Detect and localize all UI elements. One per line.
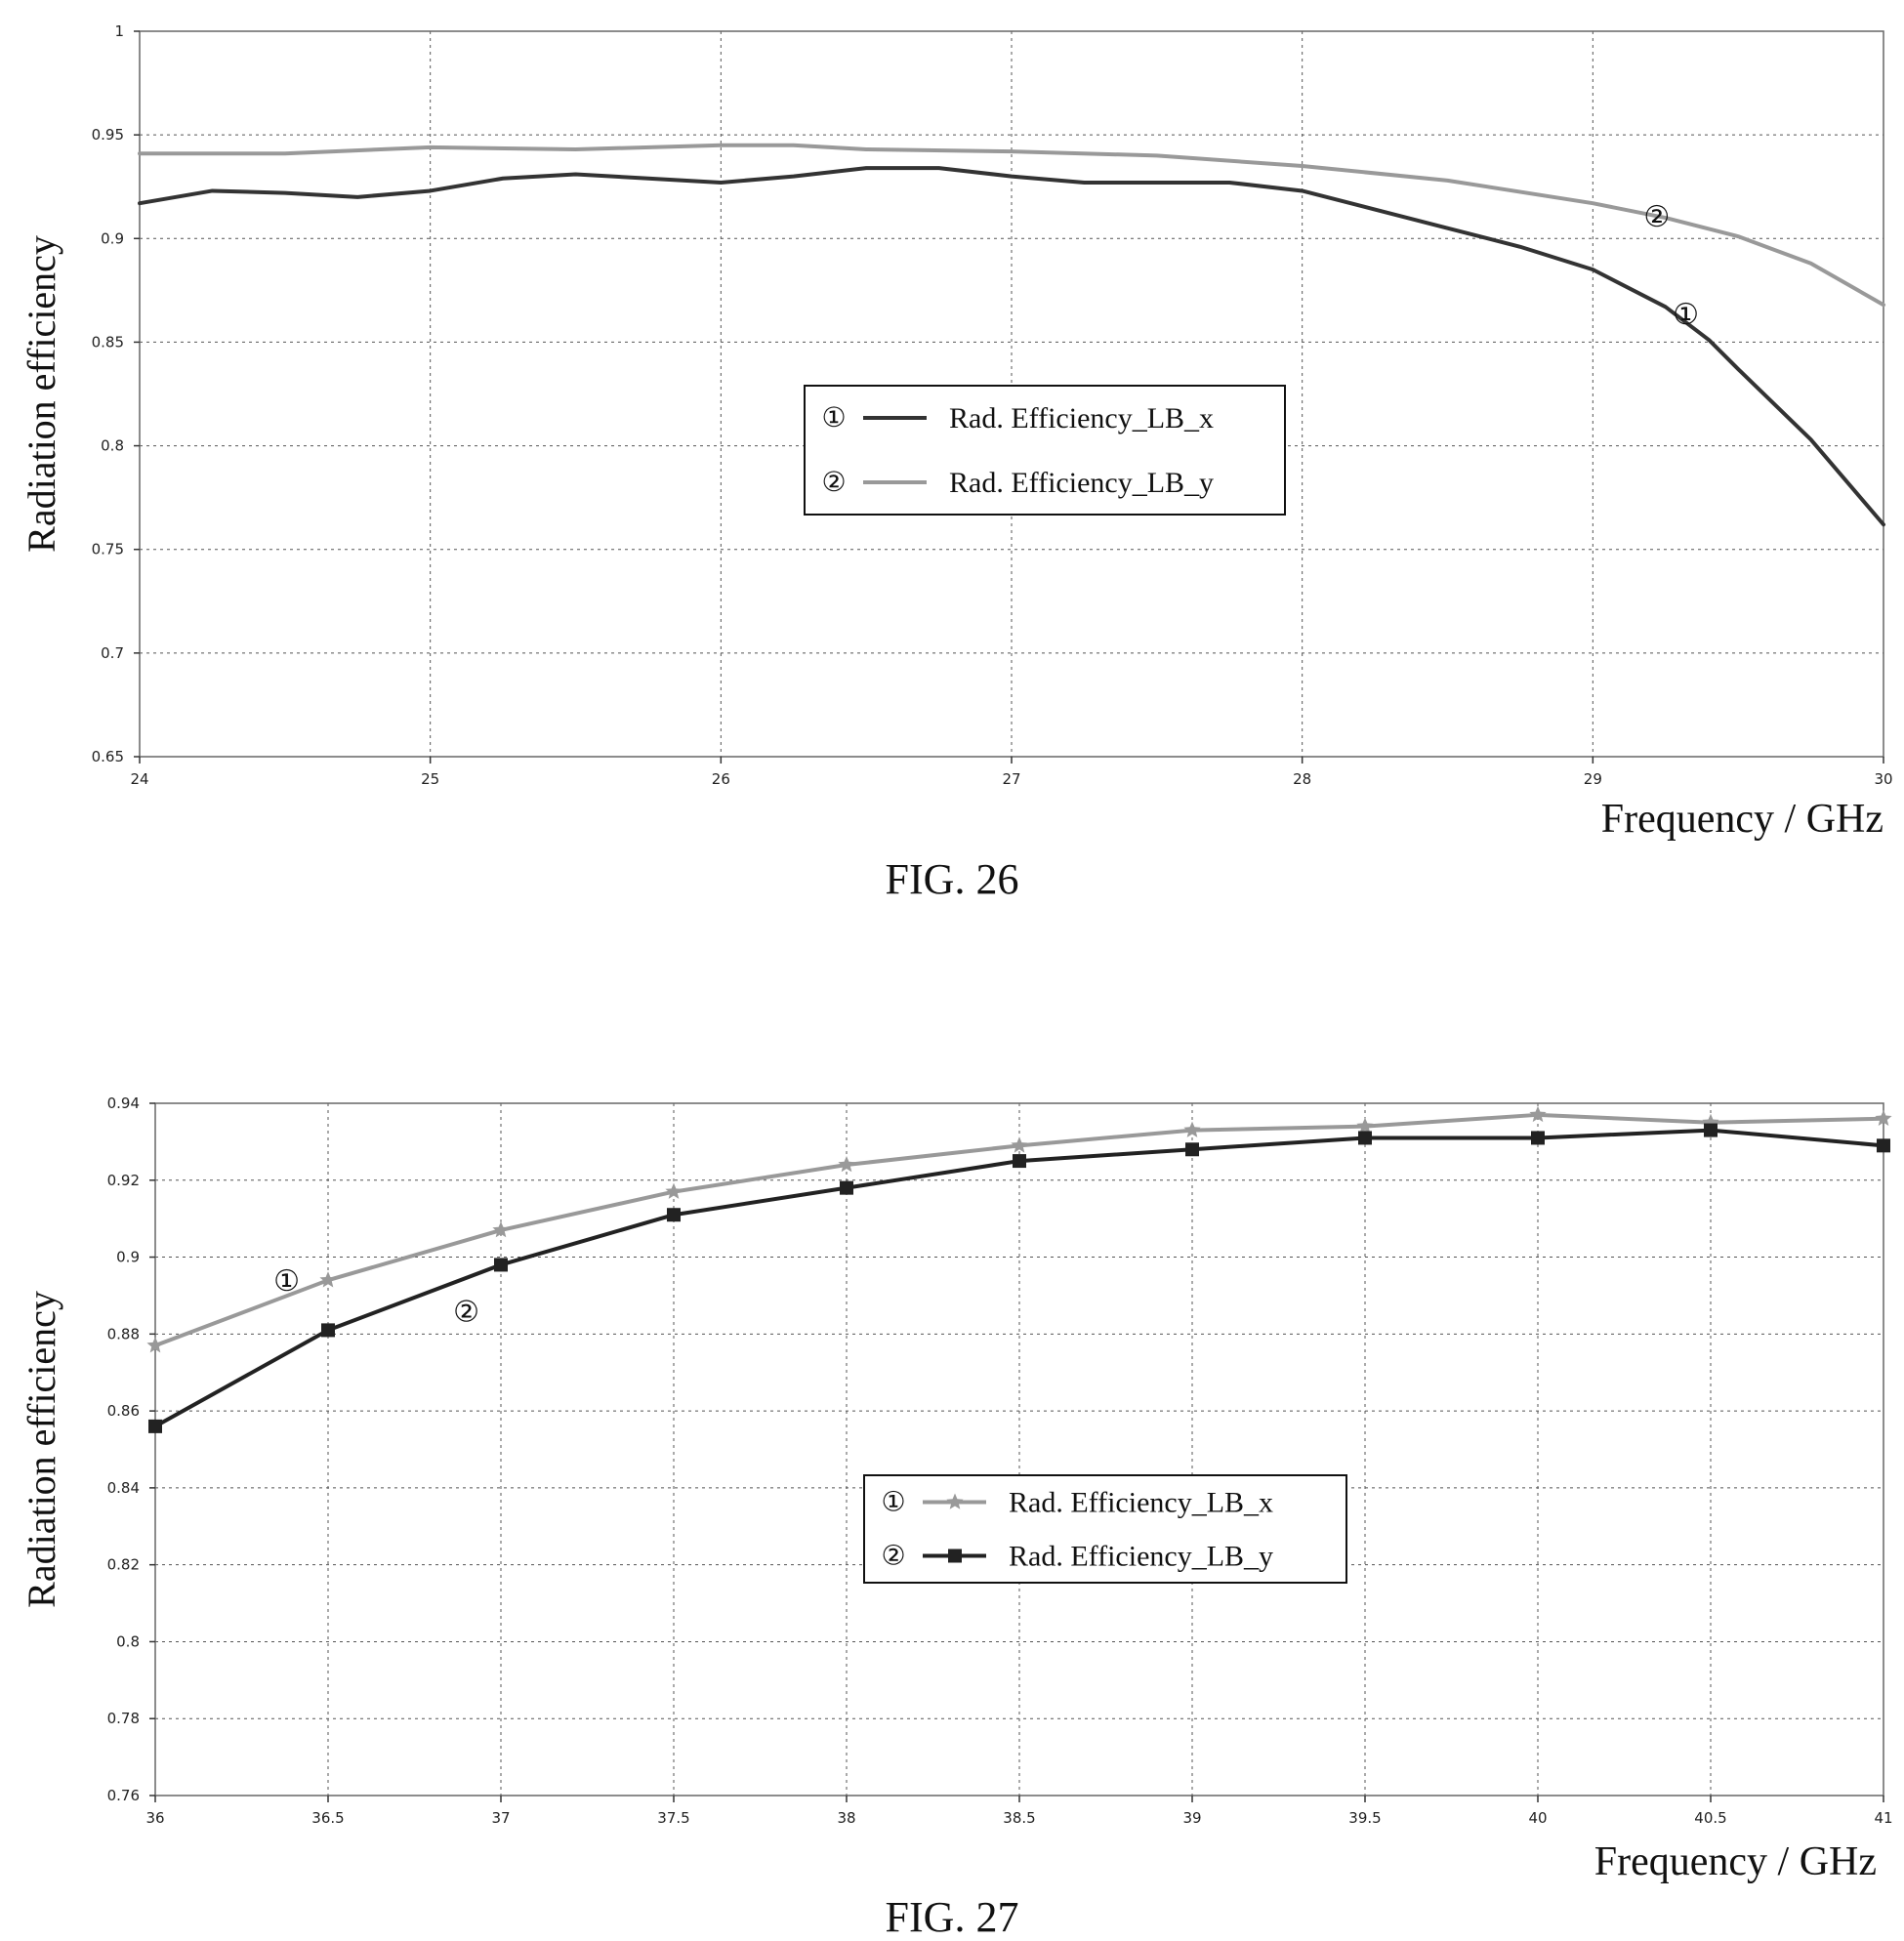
- x-tick-label: 30: [1874, 770, 1892, 788]
- legend: ① Rad. Efficiency_LB_x ② Rad. Efficiency_LB…: [804, 385, 1286, 516]
- tick-labels: 24 25 26 27 28 29 30 0.65 0.7 0.75 0.8 0.85 0.9 0.95 1: [92, 22, 1893, 788]
- x-tick-label: 24: [130, 770, 148, 788]
- chart-fig-26: 24 25 26 27 28 29 30 0.65 0.7 0.75 0.8 0.85 0.9 0.95 1…: [20, 22, 1893, 903]
- x-tick-label: 26: [712, 770, 730, 788]
- y-tick-label: 0.65: [92, 748, 124, 765]
- data-point-square: [1185, 1142, 1199, 1157]
- y-tick-label: 0.7: [101, 644, 124, 662]
- data-point-star: [1011, 1136, 1028, 1153]
- y-tick-label: 0.86: [107, 1402, 140, 1420]
- legend-marker: ①: [821, 403, 846, 434]
- legend-point-star: [946, 1493, 964, 1509]
- y-tick-label: 0.78: [107, 1710, 140, 1727]
- y-tick-label: 0.92: [107, 1172, 140, 1189]
- series-lines: [138, 143, 1885, 527]
- legend-entry-label: Rad. Efficiency_LB_x: [949, 402, 1214, 434]
- x-tick-label: 37.5: [657, 1809, 689, 1827]
- data-point-star: [319, 1271, 337, 1288]
- data-point-star: [1356, 1117, 1374, 1134]
- x-tick-label: 41: [1874, 1809, 1892, 1827]
- series-callout-marker: ②: [453, 1297, 479, 1329]
- y-tick-label: 0.9: [116, 1249, 140, 1266]
- series-callout-marker: ①: [1673, 299, 1699, 331]
- data-point-square: [840, 1180, 853, 1195]
- chart-fig-27: 36 36.5 37 37.5 38 38.5 39 39.5 40 40.5 41 0.76 0.78…: [20, 1094, 1893, 1941]
- x-tick-label: 38.5: [1003, 1809, 1035, 1827]
- y-tick-label: 0.76: [107, 1787, 140, 1804]
- x-tick-label: 40: [1528, 1809, 1547, 1827]
- data-point-star: [1183, 1121, 1201, 1137]
- y-axis-label: Radiation efficiency: [20, 235, 63, 553]
- data-point-square: [148, 1419, 162, 1433]
- x-tick-label: 36: [145, 1809, 164, 1827]
- x-tick-label: 36.5: [311, 1809, 344, 1827]
- legend-box: [863, 1474, 1347, 1584]
- data-point-star: [1702, 1113, 1719, 1130]
- legend-entry-label: Rad. Efficiency_LB_x: [1009, 1487, 1273, 1519]
- grid-lines: [155, 1103, 1883, 1796]
- series-line-2: [153, 1128, 1885, 1428]
- tick-labels: 36 36.5 37 37.5 38 38.5 39 39.5 40 40.5 41 0.76 0.78…: [107, 1094, 1893, 1827]
- series-callouts: ①②: [273, 1265, 479, 1329]
- legend-marker: ①: [881, 1488, 905, 1518]
- y-tick-label: 0.9: [101, 229, 124, 247]
- data-point-square: [321, 1323, 335, 1338]
- x-tick-label: 38: [837, 1809, 855, 1827]
- data-point-star: [665, 1182, 683, 1199]
- y-tick-label: 0.94: [107, 1094, 140, 1112]
- y-tick-label: 0.88: [107, 1325, 140, 1342]
- y-tick-label: 0.82: [107, 1556, 140, 1574]
- series-callouts: ①②: [1643, 201, 1699, 331]
- data-point-square: [1704, 1123, 1718, 1137]
- x-axis-label: Frequency / GHz: [1594, 1839, 1877, 1884]
- y-tick-label: 0.75: [92, 541, 124, 558]
- legend-marker: ②: [821, 468, 846, 498]
- y-tick-label: 0.8: [101, 437, 124, 455]
- x-axis-label: Frequency / GHz: [1601, 797, 1883, 842]
- x-tick-label: 37: [491, 1809, 510, 1827]
- x-tick-label: 28: [1293, 770, 1311, 788]
- legend: ① Rad. Efficiency_LB_x ② Rad. Efficiency_LB…: [863, 1474, 1347, 1584]
- legend-entry-label: Rad. Efficiency_LB_y: [949, 467, 1214, 499]
- x-tick-label: 29: [1584, 770, 1602, 788]
- series-callout-marker: ①: [273, 1265, 300, 1298]
- legend-entry-label: Rad. Efficiency_LB_y: [1009, 1541, 1273, 1573]
- series-callout-marker: ②: [1643, 201, 1670, 233]
- x-tick-label: 27: [1002, 770, 1020, 788]
- x-tick-label: 40.5: [1694, 1809, 1726, 1827]
- data-point-star: [492, 1221, 510, 1238]
- legend-box: [804, 385, 1286, 516]
- y-tick-label: 0.95: [92, 126, 124, 144]
- y-tick-label: 0.84: [107, 1479, 140, 1497]
- data-point-star: [838, 1156, 855, 1173]
- series-line-1: [138, 166, 1885, 527]
- x-tick-label: 39: [1182, 1809, 1201, 1827]
- data-point-square: [1358, 1131, 1372, 1145]
- data-point-star: [1529, 1105, 1547, 1123]
- data-point-square: [494, 1258, 508, 1272]
- figure-caption: FIG. 26: [886, 855, 1019, 903]
- data-point-square: [667, 1208, 681, 1222]
- legend-point-square: [948, 1549, 962, 1563]
- series-lines: [146, 1105, 1892, 1433]
- data-point-star: [1875, 1109, 1892, 1126]
- series-line-2: [138, 143, 1885, 308]
- y-tick-label: 0.8: [116, 1632, 140, 1650]
- data-point-square: [1531, 1131, 1545, 1145]
- y-tick-label: 0.85: [92, 333, 124, 351]
- x-tick-label: 25: [421, 770, 439, 788]
- data-point-square: [1013, 1154, 1026, 1169]
- y-tick-label: 1: [114, 22, 124, 40]
- y-axis-label: Radiation efficiency: [20, 1291, 63, 1608]
- data-point-square: [1877, 1138, 1890, 1153]
- data-point-star: [146, 1337, 164, 1353]
- figure-caption: FIG. 27: [886, 1893, 1019, 1941]
- legend-marker: ②: [881, 1542, 905, 1572]
- x-tick-label: 39.5: [1348, 1809, 1381, 1827]
